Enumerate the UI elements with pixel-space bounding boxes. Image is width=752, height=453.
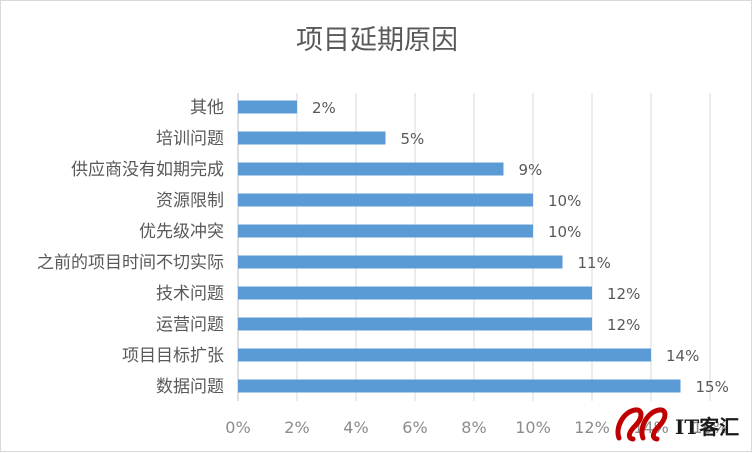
bar	[238, 348, 651, 362]
x-tick-label: 16%	[692, 418, 728, 437]
category-label: 资源限制	[156, 191, 224, 211]
bar	[238, 255, 563, 269]
data-label: 9%	[519, 161, 543, 179]
x-tick-label: 4%	[343, 418, 368, 437]
bar	[238, 162, 504, 176]
data-label: 12%	[607, 285, 640, 303]
bar	[238, 224, 533, 238]
bar	[238, 193, 533, 207]
category-label: 优先级冲突	[139, 222, 224, 242]
category-label: 数据问题	[156, 377, 224, 397]
data-label: 2%	[312, 99, 336, 117]
category-label: 项目目标扩张	[122, 346, 224, 366]
x-tick-label: 10%	[515, 418, 551, 437]
x-tick-label: 0%	[225, 418, 250, 437]
data-label: 14%	[666, 347, 699, 365]
data-label: 15%	[696, 378, 729, 396]
data-label: 10%	[548, 223, 581, 241]
logo-swoosh-1	[615, 407, 644, 442]
x-tick-label: 8%	[461, 418, 486, 437]
bar	[238, 379, 681, 393]
category-label: 技术问题	[156, 284, 224, 304]
logo-swoosh-2	[639, 407, 668, 442]
x-tick-label: 6%	[402, 418, 427, 437]
bar	[238, 317, 592, 331]
category-label: 供应商没有如期完成	[71, 160, 224, 180]
x-tick-label: 2%	[284, 418, 309, 437]
category-label: 运营问题	[156, 315, 224, 335]
bar	[238, 286, 592, 300]
data-label: 5%	[401, 130, 425, 148]
bar	[238, 100, 297, 114]
data-labels: 2% 5% 9% 10% 10% 11% 12% 12% 14% 15%	[312, 99, 729, 396]
data-label: 12%	[607, 316, 640, 334]
category-labels: 其他培训问题供应商没有如期完成资源限制优先级冲突之前的项目时间不切实际技术问题运…	[37, 98, 224, 397]
x-tick-label: 12%	[574, 418, 610, 437]
category-label: 之前的项目时间不切实际	[37, 253, 224, 273]
bar	[238, 131, 386, 145]
chart-title: 项目延期原因	[296, 25, 458, 56]
itkehui-logo: IT客汇	[615, 407, 739, 442]
data-label: 10%	[548, 192, 581, 210]
bars	[238, 100, 681, 393]
category-label: 其他	[190, 98, 224, 118]
category-label: 培训问题	[156, 129, 224, 149]
logo-text: IT客汇	[675, 415, 739, 439]
data-label: 11%	[578, 254, 611, 272]
